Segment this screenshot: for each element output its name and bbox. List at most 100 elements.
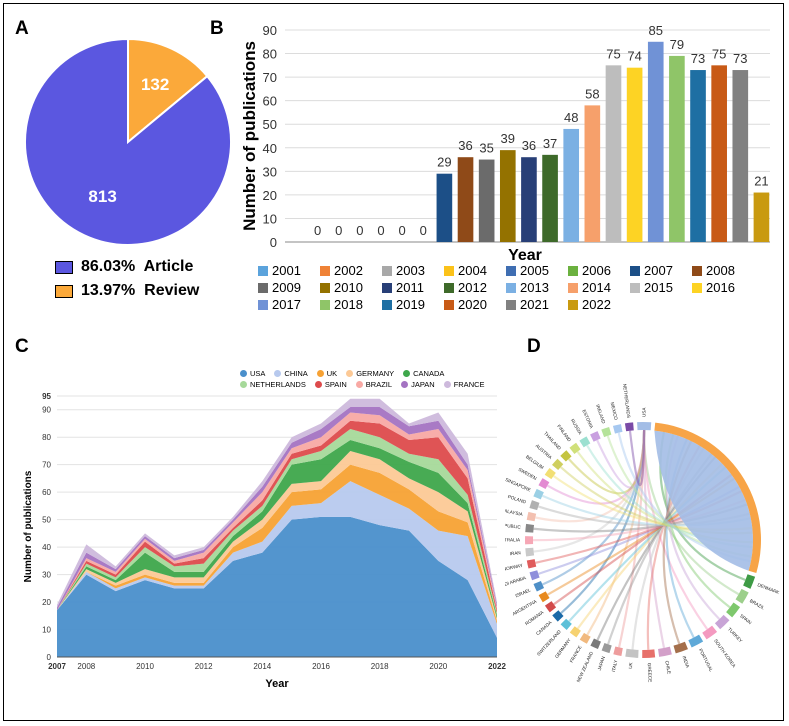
panel-letter-a: A <box>15 18 29 39</box>
bar-value-label: 58 <box>585 86 599 101</box>
bar-legend: 2001 2002 2003 2004 2005 2006 2007 2008 2009 2010… <box>258 263 758 312</box>
legend-label: 2003 <box>396 263 425 278</box>
legend-dot <box>346 370 354 377</box>
y-tick-label: 30 <box>42 571 51 580</box>
y-tick-label: 60 <box>263 94 277 109</box>
chord-arc-usa <box>637 422 652 431</box>
legend-dot <box>316 370 324 377</box>
chord-link <box>628 429 646 487</box>
y-tick-label: 20 <box>42 598 51 607</box>
chord-country-label: SWEDEN <box>517 467 537 481</box>
legend-item-2008: 2008 <box>692 263 754 278</box>
chord-country-label: SOUTH KOREA <box>713 638 737 669</box>
chord-country-label: BELGIUM <box>525 454 545 470</box>
legend-swatch <box>258 282 268 293</box>
legend-dot <box>355 381 363 388</box>
area-series-germany <box>57 450 497 622</box>
x-tick-label: 2014 <box>253 662 271 671</box>
chord-link <box>541 429 646 586</box>
chord-arc-uk <box>625 648 639 658</box>
legend-item-2010: 2010 <box>320 280 382 295</box>
chord-arc-japan <box>601 643 612 654</box>
legend-item-netherlands: NETHERLANDS <box>240 380 306 389</box>
chord-country-label: CHILE <box>664 660 671 674</box>
bar-value-label: 79 <box>670 37 684 52</box>
chord-link <box>586 429 646 636</box>
y-tick-label: 0 <box>270 235 277 250</box>
chord-arc-argentina <box>538 591 550 603</box>
bar-value-label: 29 <box>437 155 451 170</box>
legend-label: 2007 <box>644 263 673 278</box>
bar-2015 <box>605 65 622 242</box>
legend-item-china: CHINA <box>274 369 308 378</box>
legend-swatch <box>506 299 516 310</box>
chord-link <box>617 429 646 648</box>
legend-label: CANADA <box>413 369 445 378</box>
legend-label: 2008 <box>706 263 735 278</box>
legend-swatch <box>258 265 268 276</box>
legend-item-2018: 2018 <box>320 297 382 312</box>
legend-swatch <box>320 265 330 276</box>
legend-label: 2017 <box>272 297 301 312</box>
chord-arc-new-zealand <box>590 638 601 650</box>
area-series-canada <box>57 439 497 619</box>
legend-item-uk: UK <box>316 369 337 378</box>
chord-arc-france <box>579 632 591 644</box>
legend-item-canada: CANADA <box>403 369 444 378</box>
bar-value-label: 37 <box>543 136 557 151</box>
bar-value-label: 0 <box>356 223 363 238</box>
legend-item-2021: 2021 <box>506 297 568 312</box>
legend-item-2015: 2015 <box>630 280 692 295</box>
x-axis-title: Year <box>265 678 289 690</box>
chord-arc-ireland <box>601 426 612 438</box>
legend-item-spain: SPAIN <box>314 380 347 389</box>
bar-value-label: 74 <box>627 49 641 64</box>
legend-item-2017: 2017 <box>258 297 320 312</box>
chord-arc-portugal <box>688 634 704 648</box>
legend-dot <box>274 370 282 377</box>
chord-arc-canada <box>552 610 564 622</box>
legend-item-2004: 2004 <box>444 263 506 278</box>
legend-swatch <box>382 265 392 276</box>
chord-country-label: ROMANIA <box>524 609 545 626</box>
legend-swatch <box>692 265 702 276</box>
chord-arc-greece <box>642 649 656 658</box>
legend-item-2012: 2012 <box>444 280 506 295</box>
area-legend-row: USA CHINA UK GERMANY CANADA <box>240 369 500 378</box>
chord-country-label: DENMARK <box>757 582 781 595</box>
legend-item-2007: 2007 <box>630 263 692 278</box>
chord-country-label: ITALY <box>611 659 619 672</box>
legend-label: FRANCE <box>453 380 485 389</box>
chord-country-label: CANADA <box>535 619 553 636</box>
legend-swatch <box>258 299 268 310</box>
y-tick-label: 0 <box>47 653 52 662</box>
x-tick-label: 2012 <box>195 662 213 671</box>
y-axis-title: Number of publications <box>23 470 34 582</box>
pie-slice-article <box>24 37 232 246</box>
legend-label-review: 13.97% Review <box>81 282 200 299</box>
chord-arc-netherlands <box>624 422 634 432</box>
chord-country-label: POLAND <box>507 494 527 505</box>
chord-arc-austria <box>552 458 564 470</box>
legend-label-article: 86.03% Article <box>81 258 194 275</box>
chord-arc-brazil <box>735 588 749 604</box>
bar-2021 <box>732 70 749 242</box>
legend-item-2009: 2009 <box>258 280 320 295</box>
legend-label: SPAIN <box>324 380 347 389</box>
bar-value-label: 36 <box>522 138 536 153</box>
legend-label: USA <box>250 369 266 378</box>
panel-letter-b: B <box>210 18 224 39</box>
chord-country-label: MALAYSIA <box>505 507 524 517</box>
chord-country-label: ESTONIA <box>581 409 594 430</box>
legend-swatch <box>444 265 454 276</box>
legend-swatch <box>568 299 578 310</box>
chord-country-label: ARGENTINA <box>512 598 539 616</box>
x-tick-label: 2020 <box>429 662 447 671</box>
legend-item-usa: USA <box>240 369 265 378</box>
y-tick-label: 90 <box>263 23 277 38</box>
chord-country-label: INDIA <box>681 655 690 669</box>
y-tick-label: 10 <box>263 211 277 226</box>
bar-2010 <box>499 150 516 242</box>
legend-label: CHINA <box>284 369 308 378</box>
